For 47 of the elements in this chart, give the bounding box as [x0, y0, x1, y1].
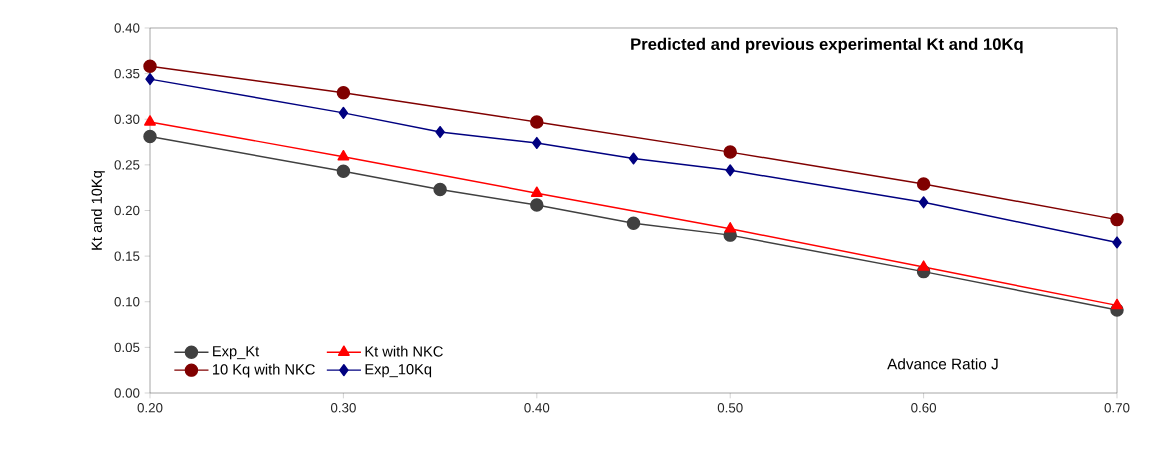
point: [435, 125, 445, 139]
point: [628, 152, 639, 165]
point: [336, 164, 351, 178]
point: [723, 145, 737, 159]
y-tick-label: 0.05: [114, 342, 140, 353]
point: [916, 177, 931, 191]
point: [530, 186, 543, 197]
point: [725, 164, 735, 177]
point: [917, 260, 930, 271]
y-tick-label: 0.15: [114, 251, 140, 261]
x-tick-label: 0.20: [137, 403, 163, 413]
point: [336, 86, 351, 100]
x-tick-label: 0.50: [717, 403, 743, 413]
point: [145, 73, 155, 86]
point: [1110, 212, 1124, 227]
y-tick-label: 0.00: [114, 388, 140, 398]
point: [532, 136, 542, 150]
text: Predicted and previous experimental Kt and 10Kq: [631, 37, 1023, 54]
y-tick-label: 0.20: [114, 205, 140, 216]
point: [143, 129, 157, 144]
point: [626, 216, 641, 231]
point: [1112, 236, 1122, 249]
legend-label: Exp_10Kq: [365, 364, 432, 378]
y-axis-title: Kt and 10Kq: [91, 171, 105, 250]
point: [724, 222, 737, 233]
y-tick-label: 0.40: [114, 23, 140, 33]
point: [918, 196, 929, 209]
point: [433, 182, 447, 197]
y-tick-label: 0.25: [114, 160, 140, 170]
x-tick-label: 0.70: [1104, 403, 1130, 413]
point: [144, 115, 156, 126]
point: [143, 59, 157, 74]
y-tick-label: 0.35: [114, 68, 140, 79]
point: [1111, 298, 1123, 310]
legend-label: 10 Kq with NKC: [213, 363, 315, 378]
x-tick-label: 0.30: [330, 403, 356, 413]
point: [530, 115, 544, 129]
point: [337, 149, 350, 161]
y-tick-label: 0.30: [114, 114, 140, 124]
x-axis-title: Advance Ratio J: [887, 358, 998, 370]
x-tick-label: 0.40: [524, 403, 550, 413]
legend-label: Exp_Kt: [213, 346, 260, 360]
y-tick-label: 0.10: [114, 297, 140, 307]
x-tick-label: 0.60: [911, 403, 937, 413]
point: [338, 106, 349, 119]
legend-label: Kt with NKC: [365, 345, 443, 357]
point: [530, 198, 544, 212]
